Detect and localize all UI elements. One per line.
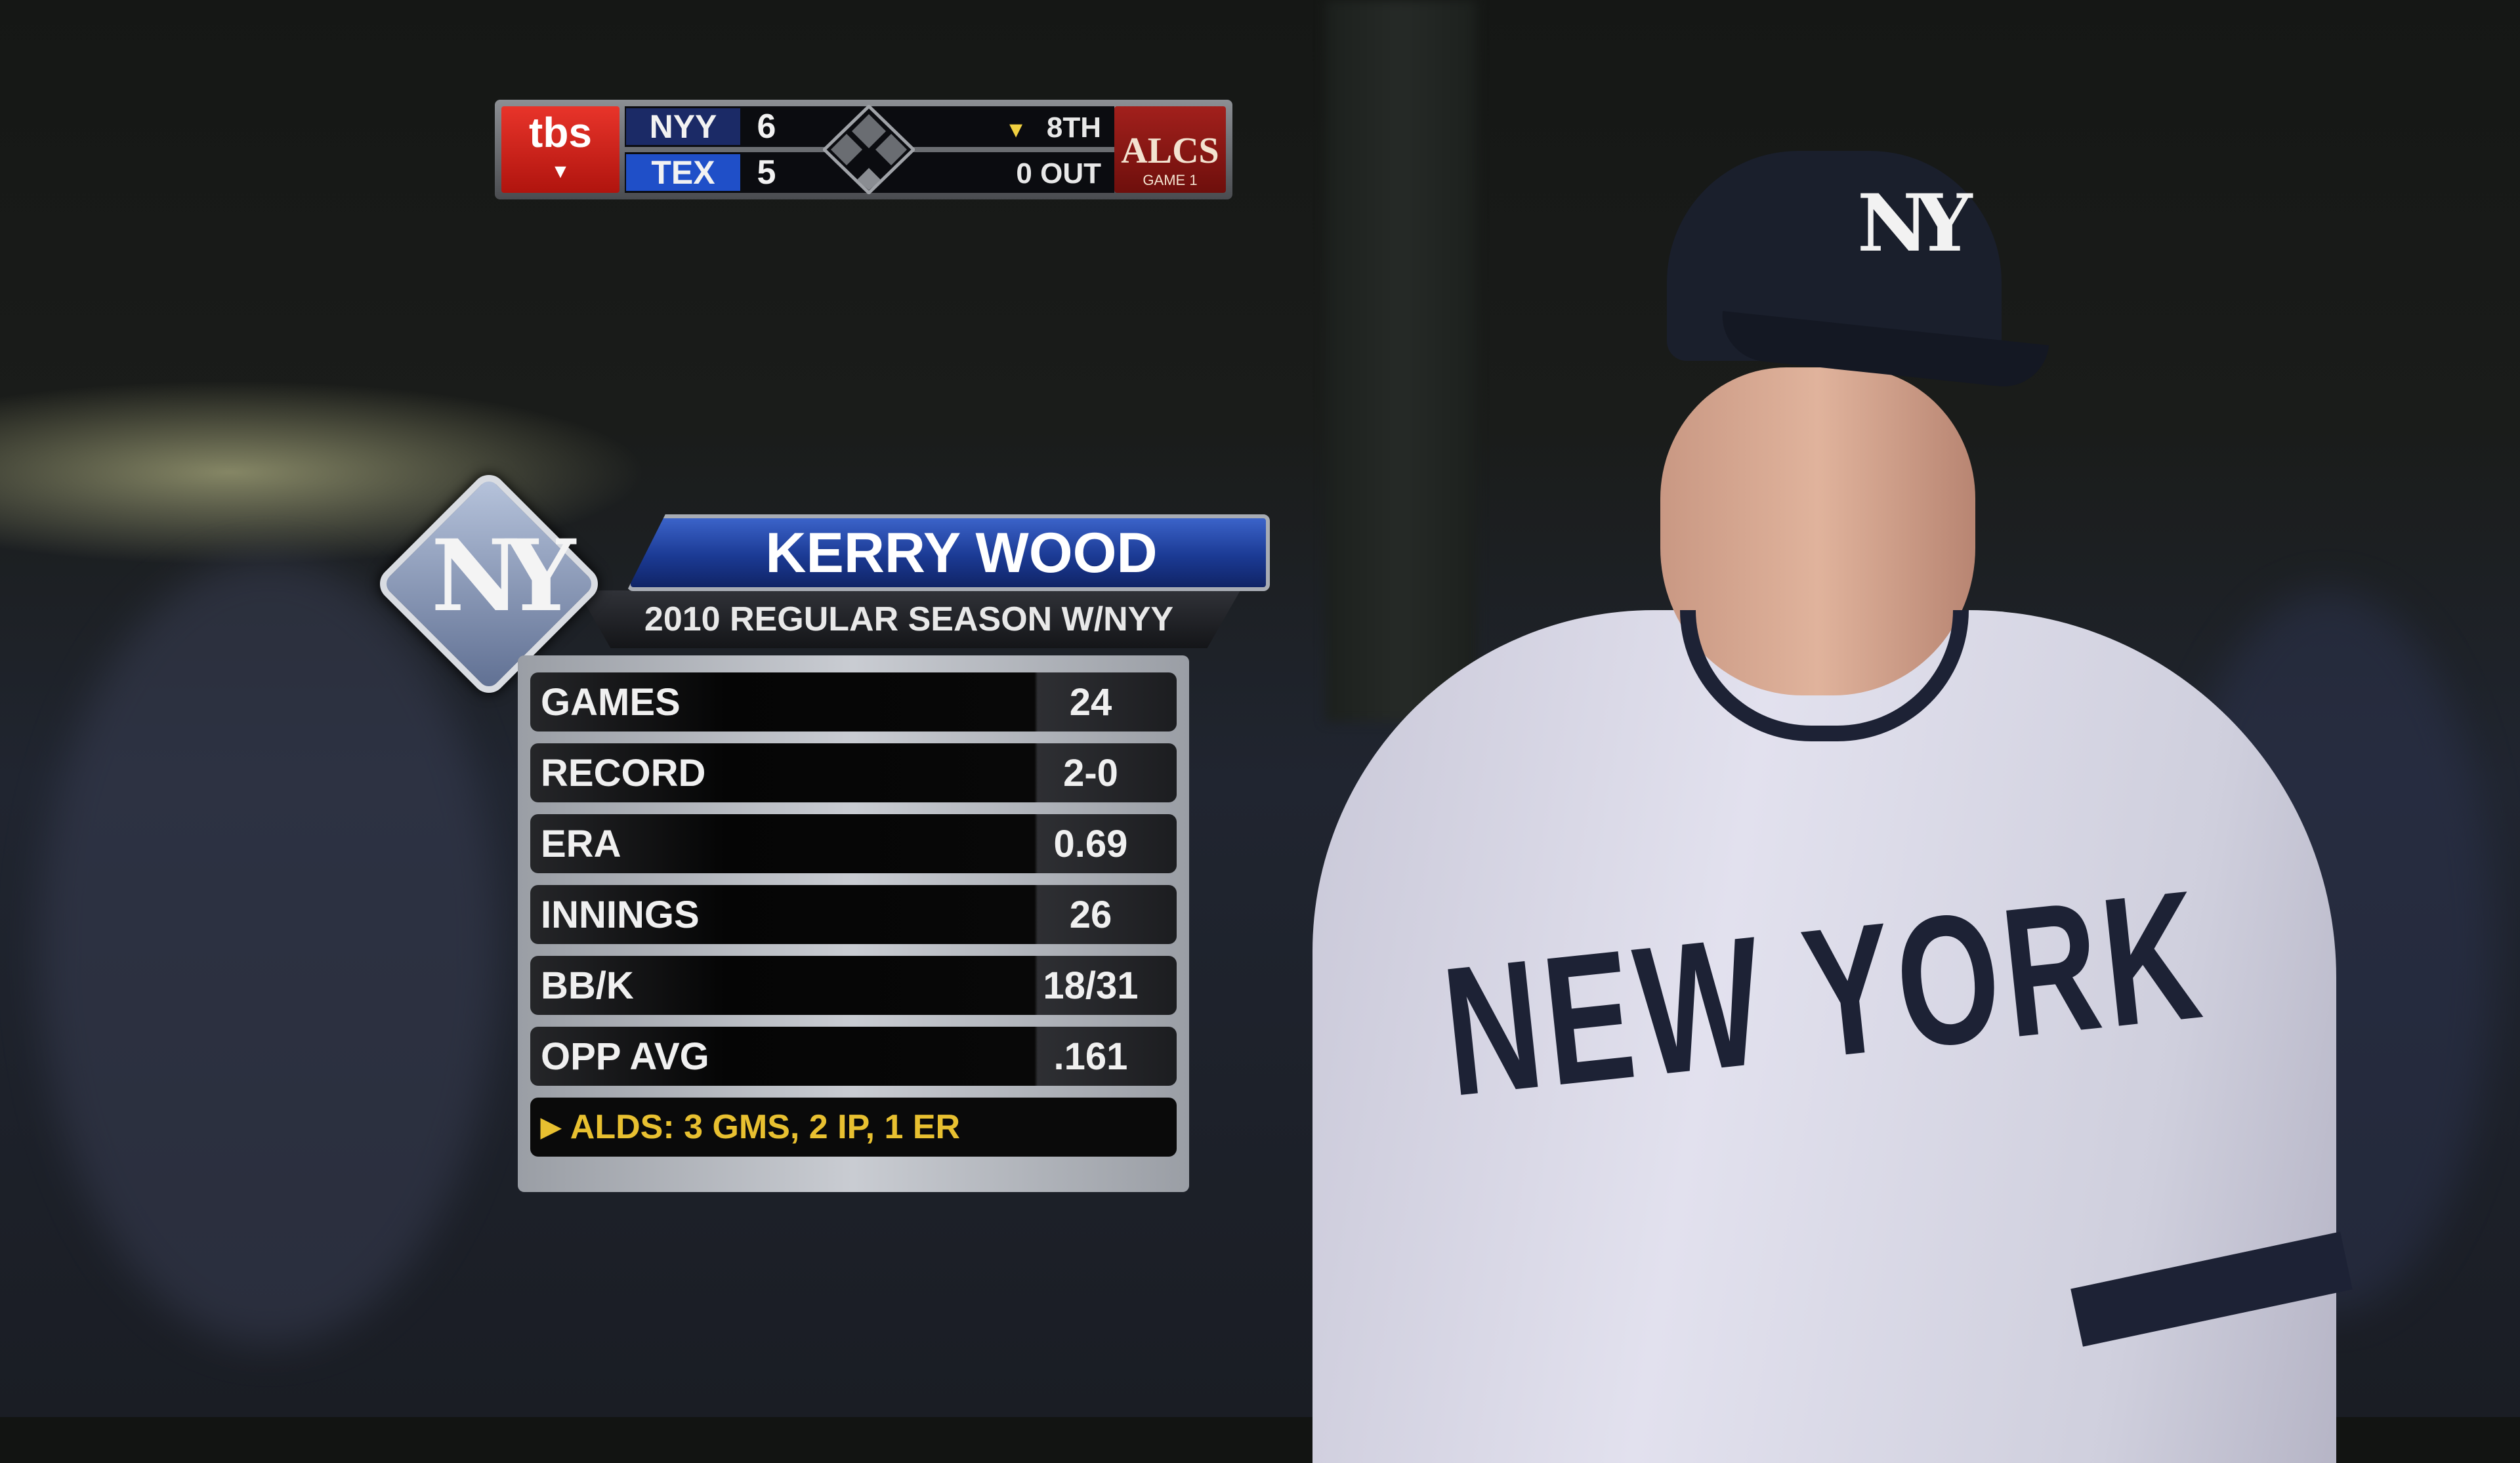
team-score: 6	[757, 108, 776, 146]
cap-logo: NY	[1857, 177, 1972, 270]
outs-count: 0 OUT	[1016, 157, 1101, 190]
home-plate-icon	[857, 168, 881, 190]
third-base-icon	[831, 134, 862, 165]
stadium-pillar	[1326, 0, 1477, 722]
player-name: KERRY WOOD	[627, 514, 1270, 591]
shield-icon: ▼	[551, 161, 570, 182]
network-logo: tbs ▼	[501, 106, 620, 193]
stats-panel: GAMES 24 RECORD 2-0 ERA 0.69 INNINGS 26 BB/K…	[518, 655, 1189, 1192]
team-logo: NY	[430, 518, 576, 634]
scorebug: tbs ▼ NYY 6 TEX 5 ▼ 8TH 0 OUT ALCS GAME 1	[495, 100, 1232, 199]
team-score: 5	[757, 154, 776, 192]
series-logo: ALCS GAME 1	[1114, 106, 1226, 193]
first-base-icon	[875, 134, 907, 165]
team-abbr: TEX	[626, 154, 740, 191]
team-abbr: NYY	[626, 108, 740, 145]
crowd-blur	[39, 558, 499, 1345]
second-base-icon	[852, 114, 886, 148]
stat-row-bb-k: BB/K 18/31	[530, 956, 1177, 1015]
inning-indicator: ▼ 8TH	[1005, 112, 1101, 144]
player-subtitle: 2010 REGULAR SEASON W/NYY	[578, 590, 1240, 648]
stat-row-era: ERA 0.69	[530, 814, 1177, 873]
stat-row-opp-avg: OPP AVG .161	[530, 1027, 1177, 1086]
stat-row-games: GAMES 24	[530, 672, 1177, 732]
play-arrow-icon: ▶	[541, 1113, 561, 1142]
down-triangle-icon: ▼	[1005, 117, 1027, 142]
stat-row-record: RECORD 2-0	[530, 743, 1177, 802]
bases-diamond-icon	[823, 105, 915, 194]
postseason-note: ▶ ALDS: 3 GMS, 2 IP, 1 ER	[530, 1098, 1177, 1157]
stat-row-innings: INNINGS 26	[530, 885, 1177, 944]
